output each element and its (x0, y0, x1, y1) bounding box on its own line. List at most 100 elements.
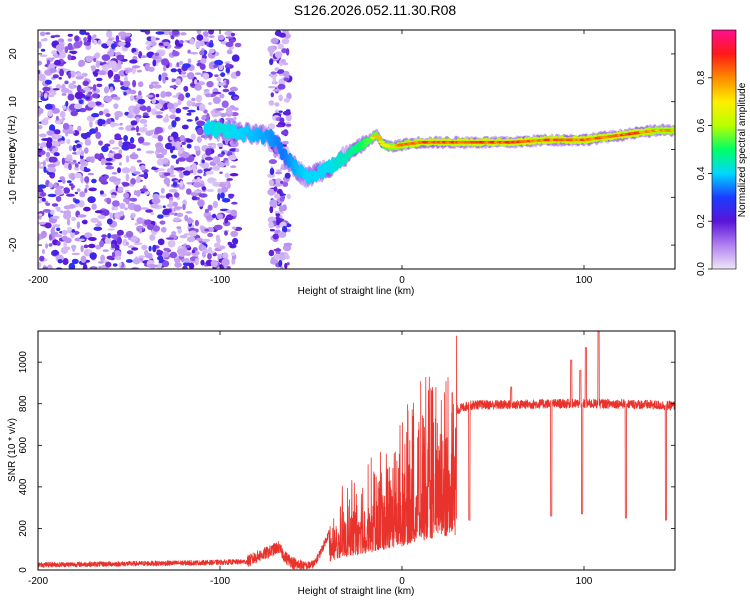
spectrogram-noise-cell (134, 222, 139, 226)
spectrogram-noise-cell (59, 50, 66, 58)
spectrogram-noise-cell (55, 44, 65, 52)
spectrogram-noise-cell (162, 205, 166, 209)
spectrogram-noise-cell (285, 113, 292, 122)
spectrogram-noise-cell (207, 247, 213, 254)
spectrogram-noise-cell (218, 146, 223, 149)
spectrogram-noise-cell (63, 187, 70, 194)
spectrogram-noise-cell (160, 90, 167, 99)
spectrogram-ytick-label: 0 (8, 146, 19, 152)
spectrogram-noise-cell (79, 191, 86, 198)
spectrogram-noise-cell (208, 48, 215, 54)
spectrogram-noise-cell (174, 39, 180, 47)
spectrogram-noise-cell (164, 142, 173, 150)
spectrogram-noise-cell (196, 120, 206, 127)
spectrogram-noise-cell (85, 184, 89, 189)
spectrogram-noise-cell (38, 90, 41, 98)
spectrogram-noise-cell (54, 234, 63, 238)
spectrogram-noise-cell (157, 168, 166, 172)
spectrogram-noise-cell (65, 210, 71, 217)
spectrogram-noise-cell (214, 51, 220, 57)
spectrogram-noise-cell (284, 262, 288, 269)
spectrogram-noise-cell (269, 199, 278, 207)
spectrogram-noise-cell (89, 128, 97, 134)
spectrogram-noise-cell (95, 60, 100, 68)
spectrogram-noise-cell (199, 50, 205, 56)
spectrogram-noise-cell (176, 62, 180, 68)
spectrogram-noise-cell (122, 33, 126, 38)
spectrogram-noise-cell (49, 209, 55, 215)
spectrogram-noise-cell (89, 252, 97, 260)
spectrogram-noise-cell (107, 152, 115, 158)
spectrogram-noise-cell (103, 61, 107, 65)
spectrogram-noise-cell (125, 199, 130, 205)
spectrogram-noise-cell (61, 105, 67, 110)
spectrogram-noise-cell (114, 244, 120, 251)
spectrogram-ylabel: Frequency (Hz) (7, 116, 18, 185)
spectrogram-noise-cell (281, 38, 290, 45)
spectrogram-noise-cell (39, 31, 46, 37)
spectrogram-noise-cell (163, 172, 171, 176)
spectrogram-noise-cell (220, 192, 225, 199)
spectrogram-noise-cell (89, 266, 98, 269)
spectrogram-noise-cell (167, 102, 174, 110)
spectrogram-noise-cell (182, 170, 191, 176)
spectrogram-noise-cell (214, 59, 224, 66)
spectrogram-noise-cell (115, 35, 120, 43)
spectrogram-ridge-peak (670, 129, 675, 132)
spectrogram-noise-cell (225, 41, 234, 48)
spectrogram-noise-cell (212, 91, 222, 95)
spectrogram-noise-cell (81, 220, 88, 224)
spectrogram-noise-cell (46, 130, 55, 136)
spectrogram-noise-cell (101, 234, 107, 238)
spectrogram-noise-cell (217, 142, 224, 147)
spectrogram-noise-cell (47, 163, 56, 168)
spectrogram-noise-cell (195, 94, 203, 103)
spectrogram-noise-cell (169, 114, 177, 119)
spectrogram-noise-cell (50, 231, 59, 235)
spectrogram-noise-cell (276, 169, 282, 173)
spectrogram-noise-cell (216, 77, 221, 82)
spectrogram-noise-cell (87, 34, 92, 42)
spectrogram-noise-cell (206, 113, 210, 119)
spectrogram-ytick-label: 20 (8, 48, 19, 60)
spectrogram-noise-cell (171, 30, 180, 36)
spectrogram-noise-cell (278, 231, 287, 238)
spectrogram-noise-cell (180, 71, 187, 75)
spectrogram-noise-cell (53, 34, 61, 38)
spectrogram-noise-cell (199, 63, 206, 70)
spectrogram-noise-cell (123, 135, 128, 142)
spectrogram-noise-cell (45, 151, 51, 158)
spectrogram-noise-cell (97, 261, 104, 264)
spectrogram-noise-cell (57, 259, 63, 264)
spectrogram-noise-cell (79, 30, 87, 35)
spectrogram-noise-cell (270, 73, 277, 79)
spectrogram-noise-cell (226, 79, 230, 85)
spectrogram-noise-cell (45, 32, 51, 35)
spectrogram-noise-cell (112, 263, 118, 267)
spectrogram-noise-cell (159, 258, 164, 264)
spectrogram-noise-cell (41, 118, 49, 126)
spectrogram-noise-cell (235, 148, 240, 153)
spectrogram-noise-cell (73, 41, 82, 49)
spectrogram-noise-cell (91, 178, 97, 184)
spectrogram-noise-cell (38, 200, 43, 204)
spectrogram-noise-cell (194, 84, 202, 91)
spectrogram-noise-cell (160, 187, 165, 194)
spectrogram-noise-cell (130, 95, 135, 101)
spectrogram-noise-cell (186, 143, 192, 149)
spectrogram-noise-cell (155, 93, 160, 98)
spectrogram-noise-cell (94, 101, 102, 106)
spectrogram-noise-cell (105, 165, 114, 170)
spectrogram-noise-cell (270, 92, 274, 98)
spectrogram-noise-cell (119, 210, 124, 217)
spectrogram-noise-cell (76, 143, 82, 148)
spectrogram-noise-cell (111, 66, 119, 73)
spectrogram-noise-cell (61, 157, 65, 165)
spectrogram-noise-cell (88, 91, 93, 95)
spectrogram-noise-cell (106, 30, 113, 38)
spectrogram-noise-cell (63, 241, 67, 248)
spectrogram-noise-cell (180, 75, 188, 78)
spectrogram-noise-cell (78, 61, 84, 68)
spectrogram-noise-cell (97, 215, 106, 219)
spectrogram-noise-cell (55, 195, 62, 202)
